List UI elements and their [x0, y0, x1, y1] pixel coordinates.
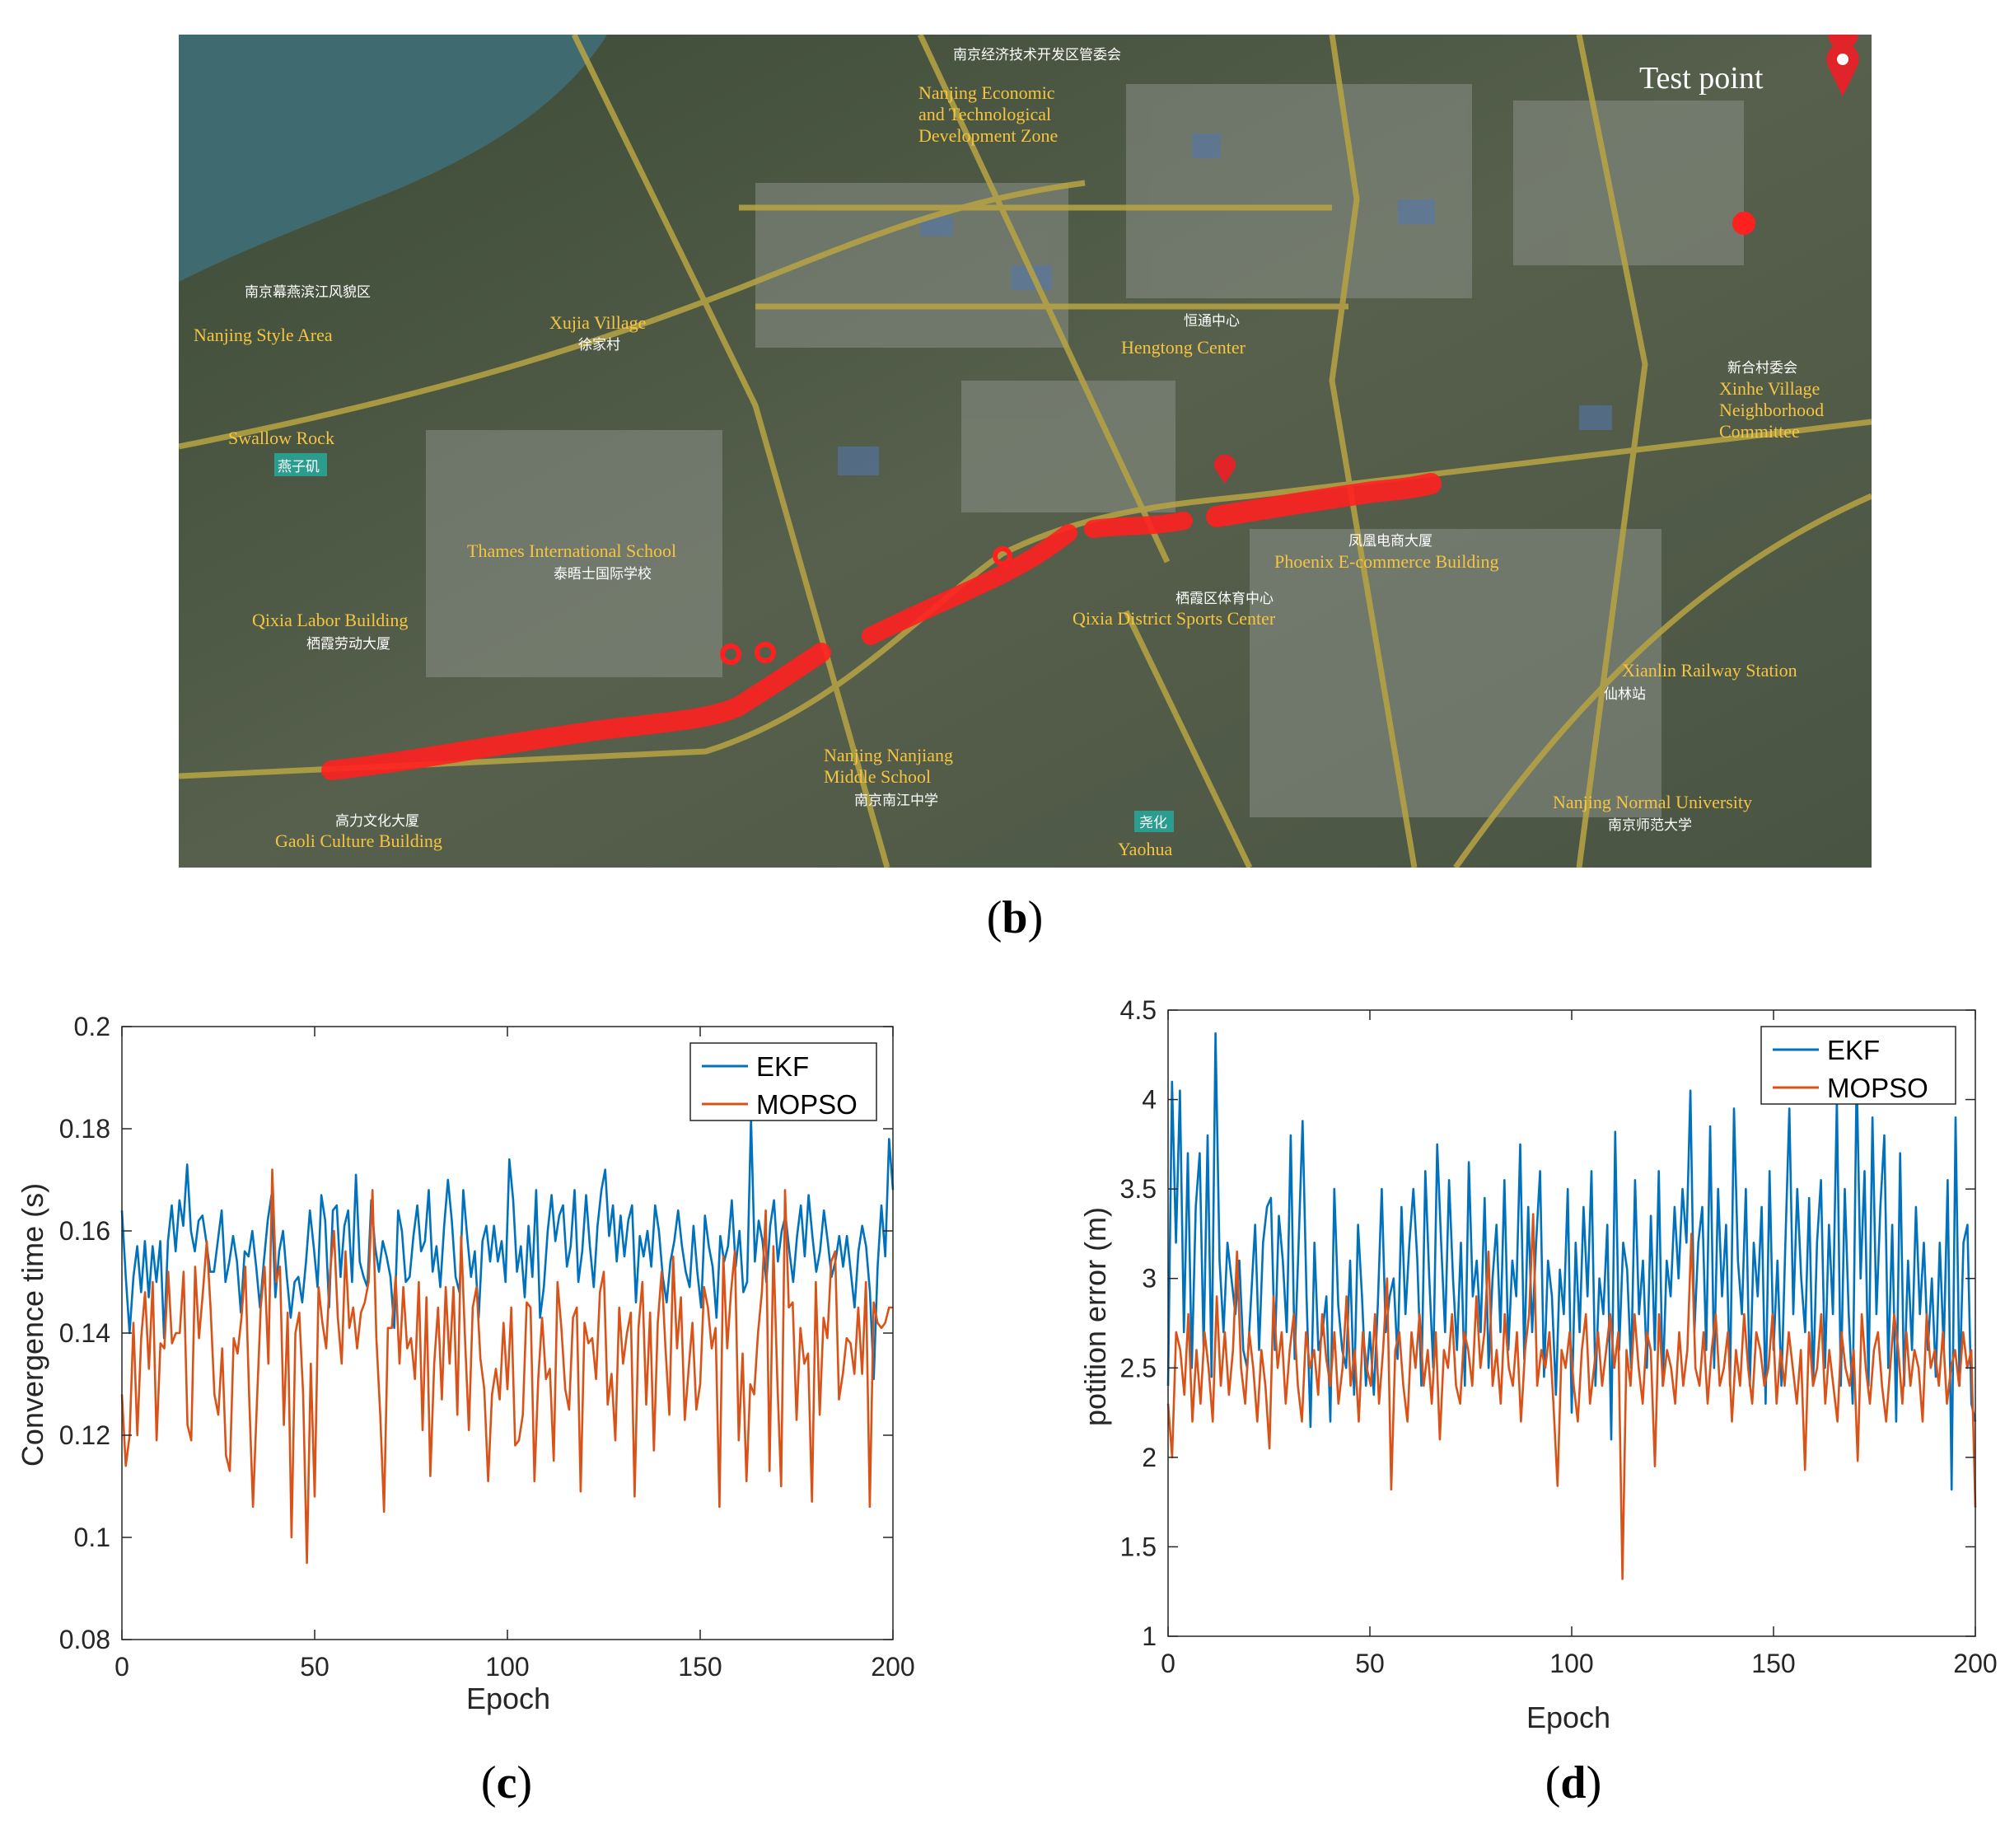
chart-d-ylabel: potition error (m)	[1078, 1207, 1112, 1426]
mid-point-pin-icon	[1213, 454, 1236, 484]
chart-c-ytick-label: 0.14	[59, 1318, 110, 1348]
map-badge-14	[1134, 811, 1174, 832]
caption-b: (b)	[986, 892, 1044, 943]
chart-c-xtick-label: 100	[485, 1652, 529, 1682]
chart-d-legend	[1760, 1026, 1956, 1105]
chart-c-ytick-label: 0.2	[74, 1012, 110, 1041]
chart-c-ytick-label: 0.16	[59, 1216, 110, 1246]
map-cn-14: 尧化	[1139, 815, 1167, 831]
map-cn-9: 栖霞区体育中心	[1175, 591, 1274, 607]
chart-c-series-ekf	[120, 1117, 895, 1381]
map-label-1: Nanjing Style Area	[194, 325, 333, 345]
map-urban-blocks	[426, 84, 1744, 817]
map-label-0b: and Technological	[918, 104, 1051, 124]
chart-c-xlabel: Epoch	[466, 1682, 550, 1715]
chart-c-ytick-label: 0.08	[59, 1625, 110, 1654]
chart-d-series-ekf	[1166, 1032, 1977, 1491]
map-cn-3: 燕子矶	[278, 459, 320, 475]
chart-position-error: potition error (m) Epoch 0 50 100 150 200 1 1.…	[1021, 972, 2005, 1747]
chart-d-xtick-label: 150	[1751, 1649, 1795, 1678]
map-label-7: Phoenix E-commerce Building	[1274, 551, 1499, 572]
chart-c-xtick-label: 0	[115, 1652, 129, 1682]
map-label-13: Gaoli Culture Building	[275, 830, 442, 851]
chart-d-ytick-label: 2.5	[1120, 1353, 1157, 1382]
chart-c-xtick-label: 50	[300, 1652, 329, 1682]
map-label-2: Xujia Village	[549, 312, 646, 333]
chart-c-series-mopso	[120, 1168, 893, 1565]
map-label-9: Qixia District Sports Center	[1073, 608, 1276, 629]
chart-d-ytick-label: 4	[1142, 1085, 1157, 1115]
chart-c-plot-area	[122, 1027, 893, 1640]
map-river	[179, 35, 607, 282]
map-cn-4: 恒通中心	[1184, 313, 1240, 330]
map-cn-8: 栖霞劳动大厦	[306, 636, 390, 653]
test-point-pin-icon	[1826, 35, 1859, 96]
chart-c-ylabel: Convergence time (s)	[16, 1183, 49, 1467]
chart-c-xtick-label: 150	[678, 1652, 722, 1682]
test-point-label: Test point	[1639, 61, 1764, 96]
chart-d-ytick-label: 2	[1142, 1443, 1157, 1472]
chart-c-xtick-label: 200	[871, 1652, 914, 1682]
caption-d: (d)	[1545, 1757, 1602, 1808]
map-label-0c: Development Zone	[918, 125, 1058, 146]
chart-c-legend-label-mopso: MOPSO	[756, 1089, 858, 1120]
map-label-6: Thames International School	[467, 540, 676, 561]
map-label-8: Qixia Labor Building	[252, 610, 408, 630]
chart-d-xtick-label: 100	[1549, 1649, 1593, 1678]
map-cn-11: 南京南江中学	[854, 793, 938, 809]
satellite-map: Test point Nanjing Economic and Technolo…	[179, 35, 1872, 868]
chart-d-ytick-label: 3.5	[1120, 1174, 1157, 1204]
chart-convergence-time: Convergence time (s) Epoch 0 50 100 150 200 0…	[0, 989, 947, 1730]
chart-c-ytick-label: 0.1	[74, 1523, 110, 1552]
chart-d-ytick-label: 3	[1142, 1264, 1157, 1294]
map-label-11b: Middle School	[824, 766, 931, 787]
map-cn-12: 南京师范大学	[1608, 817, 1692, 834]
caption-c: (c)	[480, 1757, 533, 1808]
map-label-11a: Nanjing Nanjiang	[824, 745, 953, 765]
test-point-pin-dot	[1837, 54, 1848, 65]
map-cn-1: 南京幕燕滨江风貌区	[245, 284, 371, 301]
chart-d-xlabel: Epoch	[1526, 1701, 1610, 1734]
gnss-track	[321, 212, 1755, 780]
chart-c-legend	[689, 1042, 877, 1121]
map-cn-10: 仙林站	[1604, 686, 1646, 703]
chart-d-xtick-label: 200	[1953, 1649, 1997, 1678]
map-label-5b: Neighborhood	[1719, 400, 1824, 420]
chart-d-ytick-label: 4.5	[1120, 995, 1157, 1025]
map-cn-7: 凤凰电商大厦	[1348, 533, 1432, 550]
map-place-labels: Nanjing Economic and Technological Devel…	[194, 47, 1824, 859]
chart-d-xtick-label: 50	[1355, 1649, 1385, 1678]
map-label-4: Hengtong Center	[1121, 337, 1246, 358]
chart-d-legend-label-ekf: EKF	[1827, 1035, 1880, 1065]
map-label-14: Yaohua	[1118, 839, 1172, 859]
chart-d-xtick-label: 0	[1161, 1649, 1175, 1678]
map-cn-6: 泰晤士国际学校	[554, 566, 652, 582]
map-label-0a: Nanjing Economic	[918, 82, 1055, 103]
map-cn-2: 徐家村	[578, 337, 620, 353]
chart-d-series-mopso	[1166, 1213, 1977, 1580]
chart-d-ytick-label: 1.5	[1120, 1532, 1157, 1561]
chart-c-legend-label-ekf: EKF	[756, 1051, 809, 1082]
map-label-3: Swallow Rock	[228, 428, 334, 448]
map-badge-3	[274, 453, 327, 476]
map-label-10: Xianlin Railway Station	[1622, 660, 1797, 681]
map-label-5c: Committee	[1719, 421, 1800, 442]
map-cn-0: 南京经济技术开发区管委会	[953, 47, 1121, 63]
map-blue-roofs	[838, 133, 1612, 475]
map-roads	[179, 35, 1872, 868]
map-cn-5: 新合村委会	[1727, 360, 1797, 377]
map-cn-13: 高力文化大厦	[335, 813, 419, 830]
chart-c-ytick-label: 0.12	[59, 1420, 110, 1450]
chart-d-legend-label-mopso: MOPSO	[1827, 1073, 1928, 1103]
chart-d-ytick-label: 1	[1142, 1621, 1157, 1651]
chart-c-ytick-label: 0.18	[59, 1114, 110, 1144]
map-label-12: Nanjing Normal University	[1553, 792, 1752, 812]
map-label-5a: Xinhe Village	[1719, 378, 1820, 399]
